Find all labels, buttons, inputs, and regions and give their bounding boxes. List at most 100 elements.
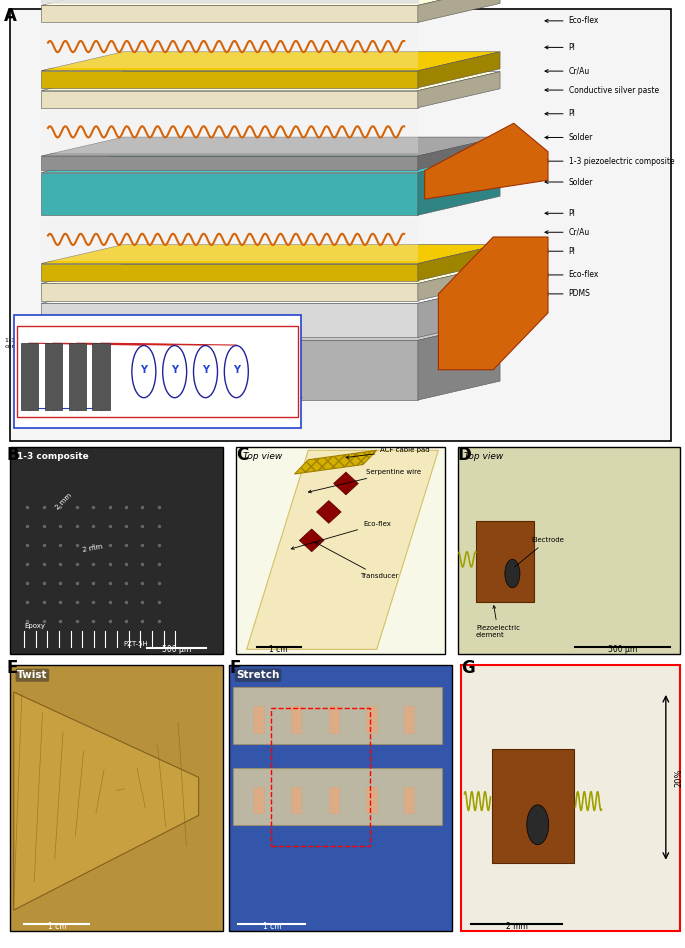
Bar [10, 447, 223, 654]
Polygon shape [41, 264, 418, 281]
Ellipse shape [132, 345, 156, 398]
Text: PDMS: PDMS [545, 289, 590, 299]
Text: 500 μm: 500 μm [162, 646, 191, 654]
Polygon shape [14, 692, 199, 910]
Polygon shape [41, 91, 418, 108]
Polygon shape [233, 768, 442, 825]
Text: Y: Y [140, 365, 147, 374]
Text: 2 mm: 2 mm [55, 493, 73, 511]
Ellipse shape [224, 345, 248, 398]
Text: PI: PI [545, 209, 575, 218]
Bar [10, 447, 223, 654]
Bar [404, 787, 414, 813]
Text: 500 μm: 500 μm [608, 646, 637, 654]
Polygon shape [41, 340, 418, 400]
Text: Cr/Au: Cr/Au [545, 228, 590, 237]
Bar [229, 665, 452, 931]
Text: D: D [458, 446, 471, 464]
Polygon shape [295, 450, 377, 474]
Text: E: E [7, 659, 18, 677]
Text: Eco-flex: Eco-flex [545, 270, 599, 280]
Ellipse shape [505, 559, 520, 588]
Bar [329, 787, 339, 813]
Bar [271, 708, 370, 846]
Bar [158, 775, 166, 792]
Text: Piezoelectric
element: Piezoelectric element [476, 606, 520, 638]
Polygon shape [418, 154, 500, 215]
Text: ACF cable pad: ACF cable pad [346, 447, 429, 459]
Text: Twist: Twist [17, 670, 48, 681]
Polygon shape [438, 237, 548, 370]
Polygon shape [41, 245, 500, 264]
Text: G: G [461, 659, 475, 677]
Bar [236, 447, 445, 654]
Text: 1 cm: 1 cm [262, 922, 282, 931]
Text: Serpentine wire: Serpentine wire [308, 469, 421, 493]
Polygon shape [41, 284, 500, 303]
Text: 1-3 composite: 1-3 composite [17, 452, 89, 461]
Bar [45, 343, 62, 410]
Text: Y: Y [171, 365, 178, 374]
Bar [291, 787, 301, 813]
Text: A: A [3, 7, 16, 25]
Polygon shape [41, 72, 500, 91]
Text: 1 cm: 1 cm [269, 646, 288, 654]
Bar [68, 775, 77, 792]
Polygon shape [418, 52, 500, 88]
Polygon shape [418, 321, 500, 400]
Bar [116, 775, 125, 792]
Bar [68, 343, 86, 410]
Text: Y: Y [233, 365, 240, 374]
Text: PI: PI [545, 43, 575, 52]
Polygon shape [418, 0, 500, 23]
Text: 1 cm: 1 cm [47, 922, 66, 931]
Bar [291, 706, 301, 733]
Polygon shape [41, 303, 418, 337]
Text: Solder: Solder [545, 133, 593, 142]
Text: PI: PI [545, 109, 575, 118]
Text: Conductive silver paste: Conductive silver paste [545, 85, 659, 95]
Text: Cr/Au: Cr/Au [545, 66, 590, 76]
Bar [476, 521, 534, 602]
Polygon shape [418, 137, 500, 170]
Ellipse shape [163, 345, 186, 398]
Text: Top view: Top view [243, 452, 282, 461]
Polygon shape [41, 264, 500, 283]
Polygon shape [418, 284, 500, 337]
Bar [236, 447, 445, 654]
Bar [458, 447, 680, 654]
Text: Eco-flex: Eco-flex [291, 521, 391, 550]
Polygon shape [41, 111, 418, 154]
Polygon shape [41, 52, 500, 71]
Polygon shape [418, 72, 500, 108]
Bar [92, 343, 110, 410]
Bar [253, 706, 264, 733]
Bar [14, 315, 301, 428]
Bar [366, 706, 377, 733]
Text: Y: Y [202, 365, 209, 374]
Polygon shape [299, 529, 324, 552]
Text: 2 mm: 2 mm [506, 922, 527, 931]
Bar [17, 326, 298, 417]
Bar [461, 665, 680, 931]
Bar [10, 9, 671, 441]
Bar [10, 9, 671, 441]
Bar [10, 665, 223, 931]
Polygon shape [41, 26, 418, 68]
Bar [21, 343, 38, 410]
Polygon shape [41, 137, 500, 156]
Polygon shape [41, 154, 500, 173]
Polygon shape [41, 218, 418, 261]
Polygon shape [334, 472, 358, 495]
Text: F: F [229, 659, 241, 677]
Text: PZT-5H: PZT-5H [123, 641, 148, 647]
Ellipse shape [527, 805, 549, 845]
Text: Electrode: Electrode [514, 538, 564, 567]
Text: 1-3 piezoelectric composite: 1-3 piezoelectric composite [545, 156, 674, 166]
Bar [492, 749, 574, 863]
Text: Epoxy: Epoxy [25, 623, 46, 629]
Bar [366, 787, 377, 813]
Bar [253, 787, 264, 813]
Polygon shape [233, 687, 442, 744]
Bar [458, 447, 680, 654]
